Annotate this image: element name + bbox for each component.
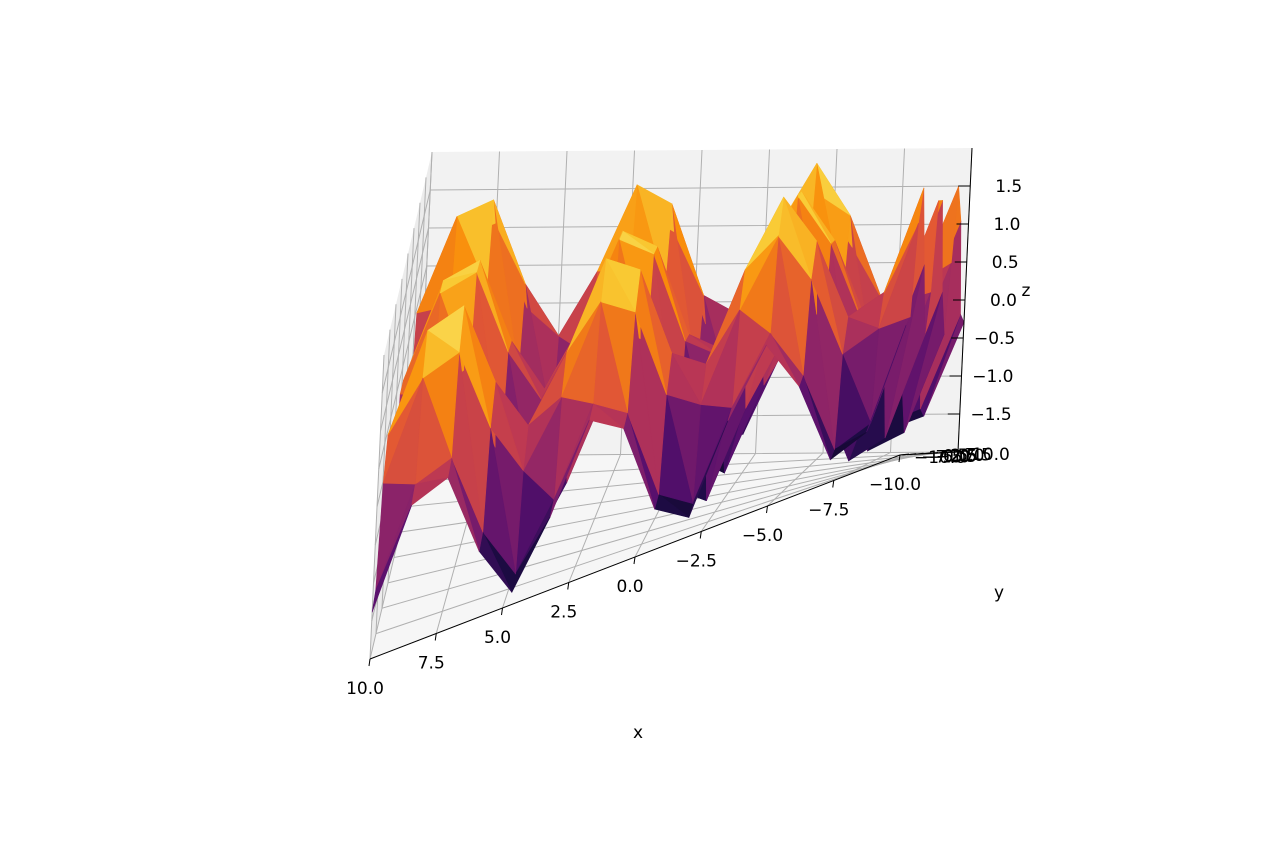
tick-marks: [368, 185, 971, 667]
x-tick-label: −7.5: [808, 501, 849, 521]
x-tick: [501, 607, 503, 616]
x-tick: [766, 505, 768, 514]
surface-facet: [439, 271, 477, 294]
x-tick: [368, 658, 371, 667]
y-tick-label: 0.0: [943, 447, 970, 467]
x-tick-label: 5.0: [484, 628, 511, 648]
x-tick: [898, 454, 901, 463]
z-tick-label: 0.5: [992, 253, 1019, 273]
z-axis-label: z: [1022, 281, 1031, 301]
z-tick-label: 1.5: [995, 177, 1022, 197]
surface-facet: [382, 377, 424, 485]
grid-line-y: [375, 329, 908, 635]
surface-facet: [561, 301, 602, 404]
grid-line-z: [381, 185, 971, 394]
x-tick-label: 10.0: [346, 679, 384, 699]
surface-facet: [411, 477, 449, 506]
x-tick-label: 2.5: [550, 603, 577, 623]
surface-facet: [739, 235, 779, 310]
surface-facet: [866, 325, 907, 433]
surface-facet: [878, 222, 919, 329]
grid-line-y: [393, 253, 930, 559]
x-tick: [633, 556, 636, 565]
z-tick-label: −0.5: [974, 329, 1015, 349]
y-axis-label: y: [994, 583, 1004, 603]
x-tick-label: −2.5: [676, 552, 717, 572]
x-tick-label: 0.0: [616, 577, 643, 597]
grid-line-y: [381, 304, 915, 609]
y-tick-label: 7.5: [965, 445, 992, 465]
surface-facet: [549, 419, 590, 518]
y-tick-label: −7.5: [921, 448, 962, 468]
x-tick-label: 7.5: [418, 654, 445, 674]
z-tick-label: −1.0: [972, 367, 1013, 387]
y-tick: [957, 450, 968, 453]
surface-facet: [883, 187, 925, 293]
surface-facet: [727, 344, 767, 421]
surface-mesh: [371, 163, 965, 613]
x-tick: [434, 633, 437, 641]
tick-labels: 10.07.55.02.50.0−2.5−5.0−7.5−10.0−10.0−7…: [346, 177, 1022, 699]
z-tick-label: 1.0: [993, 215, 1020, 235]
z-tick-label: 0.0: [990, 291, 1017, 311]
surface-facet: [700, 309, 741, 408]
y-tick-label: 5.0: [958, 446, 985, 466]
x-tick-label: −10.0: [869, 475, 921, 495]
z-tick-label: −1.5: [970, 405, 1011, 425]
x-tick-label: −5.0: [742, 526, 783, 546]
x-axis-label: x: [633, 723, 643, 743]
x-tick: [567, 582, 570, 590]
surface-facet: [371, 504, 413, 613]
x-tick: [699, 531, 702, 539]
surface-facet: [422, 330, 460, 379]
y-tick-label: −10.0: [914, 448, 966, 468]
y-tick-label: −2.5: [936, 447, 977, 467]
y-tick-label: 2.5: [950, 446, 977, 466]
x-tick: [832, 480, 835, 488]
y-tick-label: 10.0: [972, 445, 1010, 465]
grid-line-y: [387, 278, 922, 584]
y-tick-label: −5.0: [929, 447, 970, 467]
